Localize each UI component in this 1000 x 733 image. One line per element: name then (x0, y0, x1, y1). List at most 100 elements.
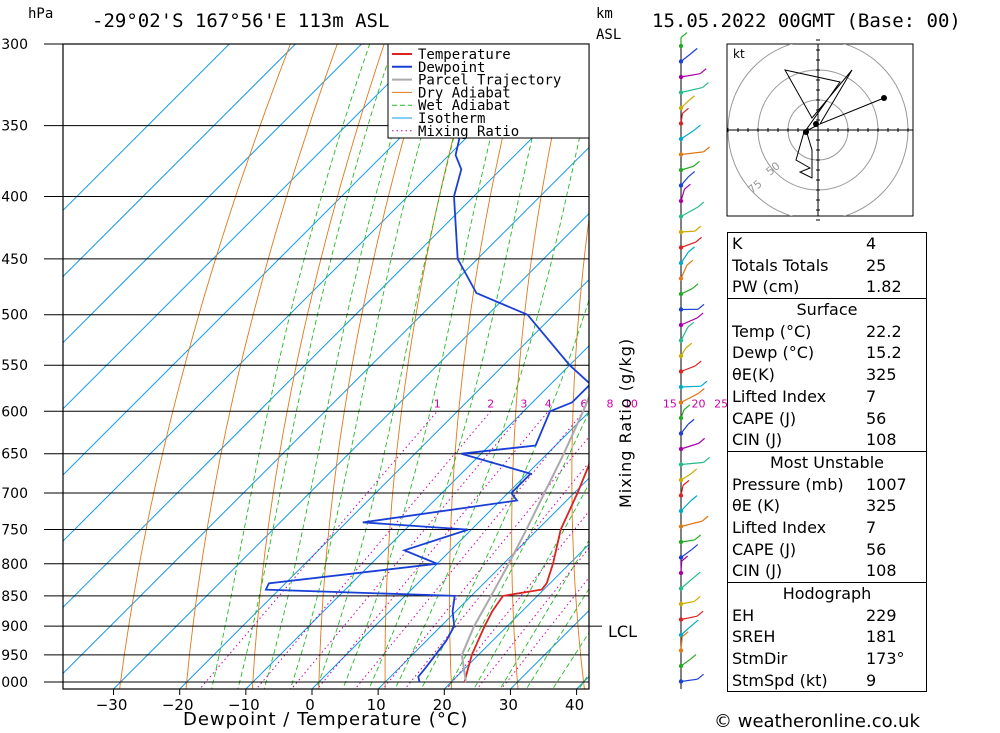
wind-barb-flag (697, 201, 705, 208)
mixing-ratio-label: 4 (545, 397, 552, 410)
wind-level-dot (678, 462, 684, 467)
hodograph-stats-box: Hodograph EH 229 SREH 181 StmDir 173° StmSp… (727, 582, 927, 693)
wind-profile (678, 32, 711, 689)
wind-barb-flag (691, 619, 699, 626)
hodo-value: 9 (866, 670, 877, 690)
mu-row: Pressure (mb) 1007 (728, 474, 926, 496)
pressure-tick-label: 850 (1, 589, 28, 605)
isotherm-line (63, 44, 495, 476)
wind-barb-flag (700, 380, 708, 387)
wind-level-dot (678, 198, 684, 204)
most-unstable-box: Most Unstable Pressure (mb) 1007 θE (K) 32… (727, 450, 927, 583)
mixing-ratio-label: 8 (607, 397, 614, 410)
wind-barb-flag (688, 95, 695, 102)
pressure-tick-label: 650 (1, 447, 28, 463)
mixing-ratio-label: 15 (663, 397, 677, 410)
wind-level-dot (678, 508, 684, 514)
wind-barb-flag (684, 183, 691, 190)
wind-barb-flag (682, 107, 689, 114)
wind-level-dot (678, 601, 684, 607)
isotherm-line (63, 44, 231, 212)
wind-barb (680, 461, 704, 466)
wind-barb (680, 230, 695, 233)
wind-barb-flag (693, 595, 701, 602)
hodograph-trace (784, 69, 885, 179)
wind-level-dot (678, 43, 684, 49)
legend-entry: Temperature (418, 47, 511, 63)
wind-barb (680, 241, 696, 249)
pressure-tick-label: 350 (1, 119, 28, 135)
wind-barb (680, 73, 701, 78)
pressure-tick-label: 1000 (0, 675, 28, 691)
wind-barb (680, 264, 688, 279)
isotherm-line (63, 44, 561, 542)
surface-label: θE(K) (732, 365, 775, 385)
wind-barb-flag (693, 160, 700, 167)
wind-barb-flag (686, 259, 694, 266)
wind-barb (680, 365, 696, 373)
wind-barb-flag (687, 321, 695, 328)
pressure-tick-label: 300 (1, 37, 28, 53)
wind-barb-flag (682, 479, 690, 486)
dry-adiabat-line (571, 215, 589, 689)
wind-barb-flag (699, 68, 707, 75)
wind-barb-flag (696, 312, 704, 319)
index-value: 1.82 (866, 277, 902, 297)
dry-adiabat-line (994, 26, 1000, 708)
mu-value: 7 (866, 517, 877, 537)
mixing-ratio-line (476, 547, 589, 689)
mixing-ratio-label: 20 (691, 397, 705, 410)
location-label: -29°02'S 167°56'E 113m ASL (92, 10, 390, 32)
surface-value: 56 (866, 408, 887, 428)
mixing-ratio-axis-title: Mixing Ratio (g/kg) (616, 337, 635, 508)
mixing-ratio-line (354, 410, 585, 689)
wind-barb-flag (695, 236, 702, 243)
surface-value: 108 (866, 430, 897, 450)
wind-barb (680, 392, 699, 404)
wind-barb (680, 317, 698, 326)
mixing-ratio-label: 3 (520, 397, 527, 410)
date-label: 15.05.2022 00GMT (Base: 00) (652, 10, 961, 32)
hodo-value: 173° (866, 649, 905, 669)
wind-level-dot (678, 477, 684, 483)
wind-level-dot (678, 338, 684, 343)
wind-barb-flag (691, 544, 699, 551)
index-row: Totals Totals 25 (728, 255, 926, 277)
wind-barb-flag (697, 673, 704, 680)
surface-row: Dewp (°C) 15.2 (728, 342, 926, 364)
surface-title: Surface (796, 300, 858, 320)
mixing-ratio-line (382, 436, 589, 689)
isotherm-line (63, 80, 589, 608)
mixing-ratio-labels: 1 2 3 4 6 8 10 15 20 25 (434, 397, 728, 410)
hodograph-unit: kt (733, 47, 745, 61)
legend-entry: Isotherm (418, 111, 485, 127)
wind-level-dot (678, 493, 684, 498)
pressure-tick-label: 450 (1, 252, 28, 268)
mixing-ratio-line (316, 410, 549, 689)
wind-barb-flag (687, 418, 695, 425)
wind-level-dot (678, 431, 684, 436)
wind-barb-flag (693, 571, 701, 578)
index-row: PW (cm) 1.82 (728, 276, 926, 298)
credit-text: © weatheronline.co.uk (714, 711, 920, 732)
wind-barb-flag (694, 360, 702, 367)
mu-label: Pressure (mb) (732, 474, 844, 494)
x-tick-label: 20 (433, 696, 452, 714)
surface-row: CAPE (J) 56 (728, 408, 926, 430)
wind-barb-flag (697, 303, 705, 310)
wind-level-dot (678, 260, 684, 266)
wind-barb-flag (690, 495, 698, 502)
index-value: 25 (866, 255, 887, 275)
axes: −30 −20 −10 0 10 20 30 40 (62, 43, 602, 714)
wind-barb (680, 86, 703, 94)
surface-value: 7 (866, 386, 877, 406)
wind-barb-flag (697, 387, 705, 394)
isotherm-line (63, 44, 429, 410)
wind-barb-flag (703, 146, 710, 153)
km-label: km (596, 6, 613, 22)
hodograph-start-dot (803, 129, 809, 135)
